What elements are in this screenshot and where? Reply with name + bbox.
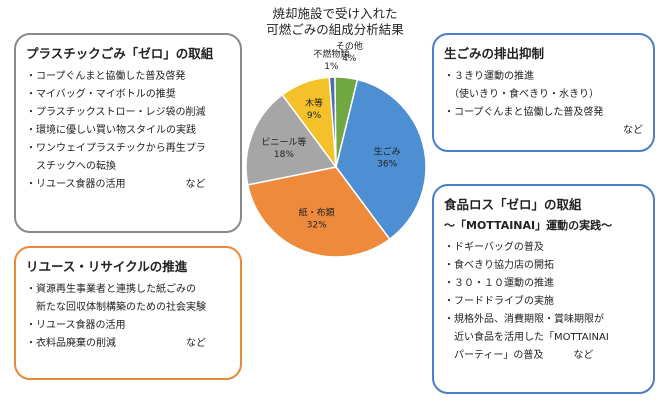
- list-item: ・３０・１０運動の推進: [444, 278, 554, 289]
- slice-value-1: 32%: [307, 220, 327, 230]
- list-item: ・ドギーバッグの普及: [444, 242, 544, 253]
- list-item: ・衣料品廃棄の削減 など: [26, 338, 206, 349]
- list-item: ・プラスチックストロー・レジ袋の削減: [26, 107, 206, 118]
- food-loss-list: ・ドギーバッグの普及 ・食べきり協力店の開拓 ・３０・１０運動の推進 ・フードド…: [444, 239, 643, 365]
- list-item: ・コープぐんまと協働した普及啓発: [444, 107, 604, 118]
- list-item: ・規格外品、消費期限・賞味期限が: [444, 314, 604, 325]
- list-item: ・コープぐんまと協働した普及啓発: [26, 71, 186, 82]
- chart-title-line-2: 可燃ごみの組成分析結果: [266, 22, 404, 37]
- food-waste-box: 生ごみの排出抑制 ・３きり運動の推進 （使いきり・食べきり・水きり） ・コープぐ…: [432, 33, 655, 152]
- slice-label-3: 木等: [305, 97, 323, 109]
- list-item: ・マイバッグ・マイボトルの推奨: [26, 89, 176, 100]
- reuse-recycle-box: リユース・リサイクルの推進 ・資源再生事業者と連携した紙ごみの 新たな回収体制構…: [14, 246, 242, 380]
- plastic-zero-list: ・コープぐんまと協働した普及啓発 ・マイバッグ・マイボトルの推奨 ・プラスチック…: [26, 68, 230, 194]
- reuse-recycle-title: リユース・リサイクルの推進: [26, 259, 188, 274]
- food-loss-box: 食品ロス「ゼロ」の取組 ～「MOTTAINAI」運動の実践～ ・ドギーバッグの普…: [432, 184, 655, 394]
- food-waste-title: 生ごみの排出抑制: [444, 46, 545, 61]
- list-item: ・資源再生事業者と連携した紙ごみの: [26, 284, 196, 295]
- food-waste-list: ・３きり運動の推進 （使いきり・食べきり・水きり） ・コープぐんまと協働した普及…: [444, 68, 643, 140]
- list-item: ・ワンウェイプラスチックから再生プラ: [26, 143, 206, 154]
- list-item: ・リユース食器の活用 など: [26, 179, 206, 190]
- chart-title: 焼却施設で受け入れた 可燃ごみの組成分析結果: [230, 6, 440, 38]
- reuse-recycle-list: ・資源再生事業者と連携した紙ごみの 新たな回収体制構築のための社会実験 ・リユー…: [26, 281, 230, 353]
- slice-label-4: 不燃物類: [313, 48, 349, 60]
- pie-slice-0: [335, 78, 427, 241]
- list-item: 新たな回収体制構築のための社会実験: [26, 302, 206, 313]
- list-item: パーティー」の普及 など: [444, 350, 594, 361]
- plastic-zero-title: プラスチックごみ「ゼロ」の取組: [26, 46, 214, 61]
- slice-label-1: 紙・布類: [299, 206, 335, 218]
- list-item: スチックへの転換: [26, 161, 116, 172]
- slice-value-4: 1%: [324, 62, 339, 72]
- list-item: ・リユース食器の活用: [26, 320, 126, 331]
- pie-slice-2: [245, 93, 338, 186]
- slice-label-5: その他: [336, 40, 363, 52]
- chart-title-line-1: 焼却施設で受け入れた: [272, 6, 398, 21]
- list-item: （使いきり・食べきり・水きり）: [444, 89, 599, 100]
- food-waste-note: など: [623, 125, 643, 136]
- list-item: ・３きり運動の推進: [444, 71, 534, 82]
- slice-value-3: 9%: [307, 111, 322, 121]
- food-loss-subtitle: ～「MOTTAINAI」運動の実践～: [444, 219, 613, 232]
- food-loss-title: 食品ロス「ゼロ」の取組: [444, 197, 582, 212]
- pie-slice-1: [246, 166, 391, 258]
- slice-value-0: 36%: [377, 160, 397, 170]
- list-item: ・食べきり協力店の開拓: [444, 260, 554, 271]
- pie-slice-5: [334, 76, 359, 168]
- list-item: ・フードドライブの実施: [444, 296, 554, 307]
- slice-value-2: 18%: [274, 150, 294, 160]
- slice-value-5: 4%: [342, 54, 357, 64]
- list-item: 近い食品を活用した「MOTTAINAI: [444, 332, 609, 343]
- slice-label-2: ビニール等: [261, 136, 306, 148]
- slice-label-0: 生ごみ: [374, 146, 401, 158]
- list-item: ・環境に優しい買い物スタイルの実践: [26, 125, 196, 136]
- plastic-zero-box: プラスチックごみ「ゼロ」の取組 ・コープぐんまと協働した普及啓発 ・マイバッグ・…: [14, 33, 242, 233]
